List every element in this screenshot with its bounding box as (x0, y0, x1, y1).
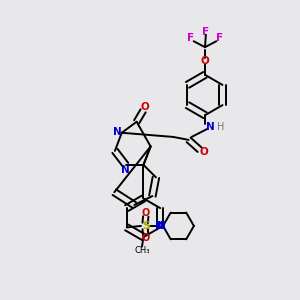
Text: N: N (158, 221, 166, 231)
Text: F: F (216, 33, 223, 43)
Text: S: S (142, 221, 150, 231)
Text: F: F (187, 33, 194, 43)
Text: H: H (217, 122, 224, 131)
Text: F: F (202, 27, 209, 37)
Text: O: O (199, 147, 208, 158)
Text: N: N (206, 122, 215, 131)
Text: O: O (141, 103, 149, 112)
Text: O: O (142, 233, 150, 243)
Text: N: N (121, 165, 129, 175)
Text: O: O (201, 56, 209, 66)
Text: N: N (112, 127, 122, 137)
Text: CH₃: CH₃ (134, 246, 150, 255)
Text: O: O (142, 208, 150, 218)
Text: N: N (155, 221, 164, 231)
